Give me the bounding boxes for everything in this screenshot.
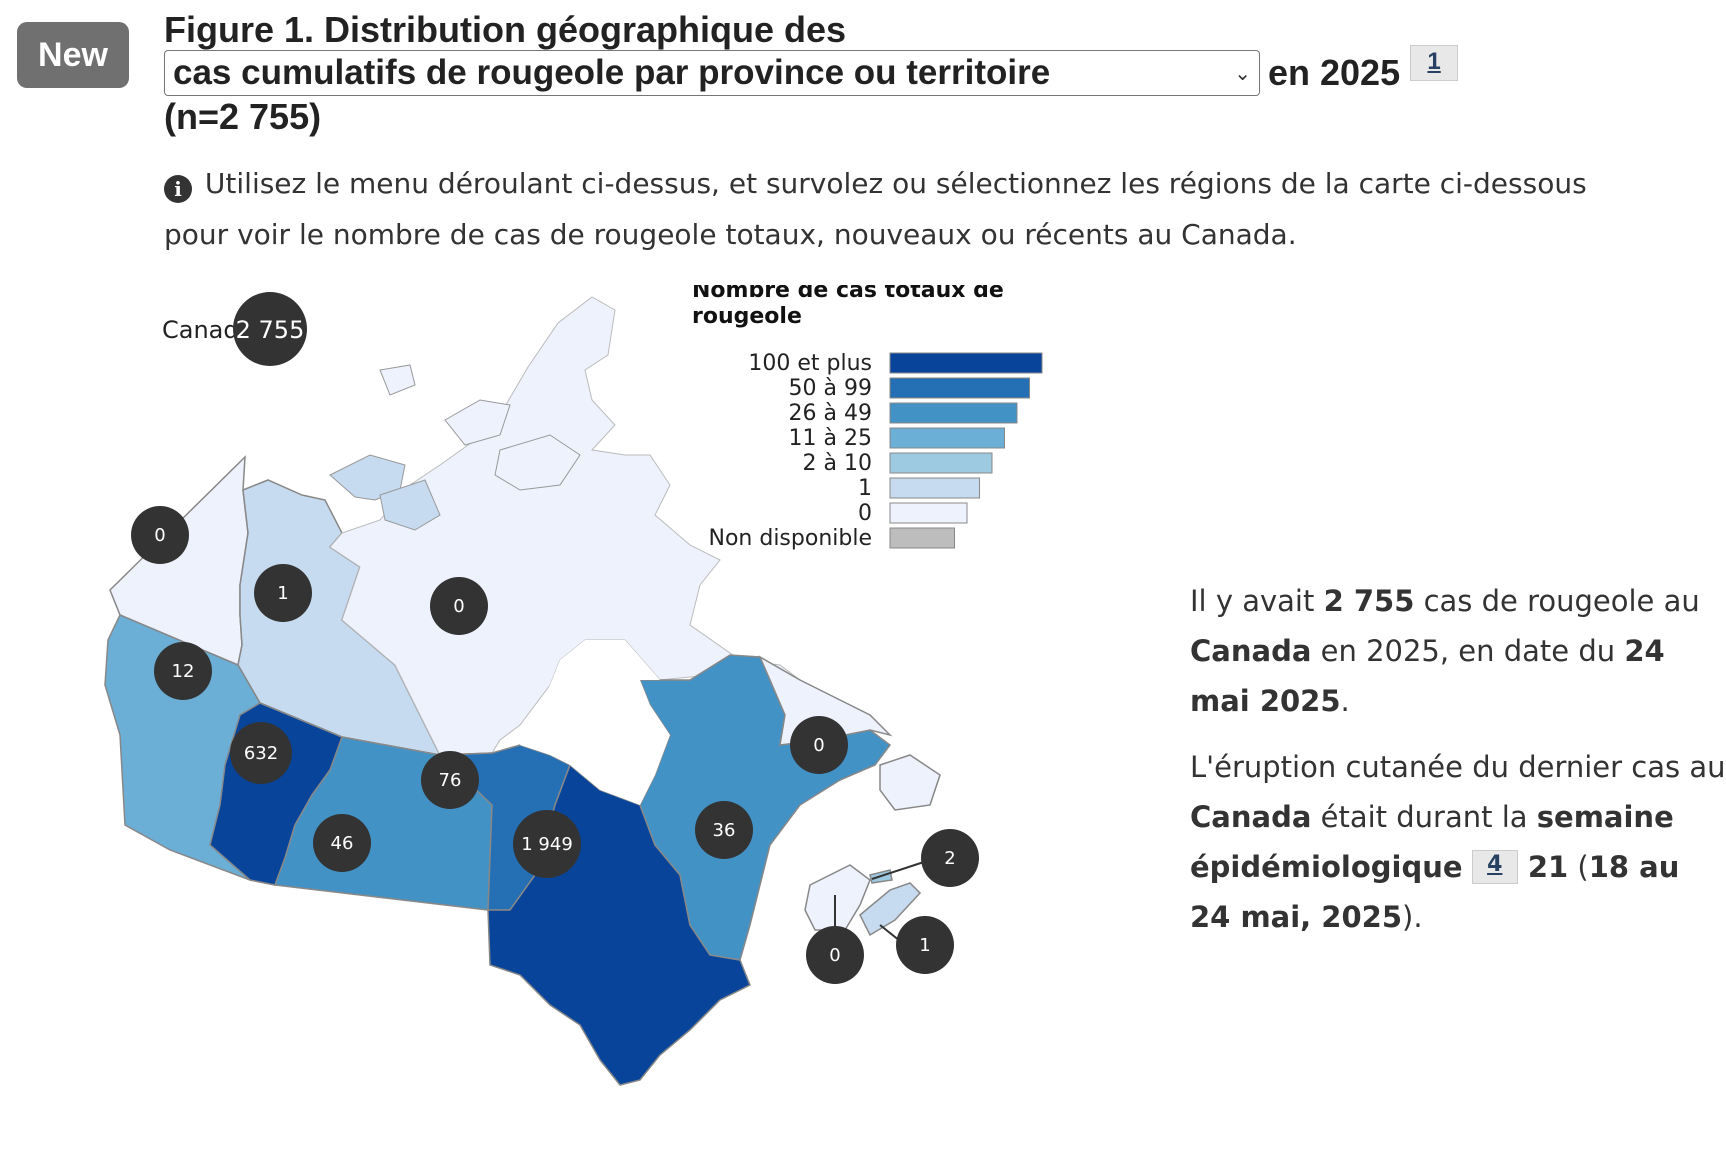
chevron-down-icon: ⌄ <box>1234 62 1251 85</box>
summary-text: Il y avait <box>1190 584 1324 618</box>
bubble-count-yt: 0 <box>154 525 165 546</box>
bubble-qc[interactable] <box>695 801 753 859</box>
arctic-island <box>379 479 441 531</box>
bubble-ns[interactable] <box>896 916 954 974</box>
legend-label: 26 à 49 <box>789 401 872 426</box>
bubble-count-ns: 1 <box>919 935 930 956</box>
legend-label: 2 à 10 <box>803 451 872 476</box>
legend-swatch <box>889 502 968 524</box>
region-bubbles: 0 1 0 12 632 46 76 1 949 36 0 2 1 0 <box>131 506 979 984</box>
legend-label: 1 <box>858 476 872 501</box>
bubble-count-bc: 12 <box>172 661 195 682</box>
summary-text: L'éruption cutanée du dernier cas au <box>1190 750 1726 784</box>
legend-title-line2: rougeole <box>692 304 802 329</box>
new-badge: New <box>17 22 129 88</box>
legend-swatch <box>889 477 980 499</box>
summary-country: Canada <box>1190 634 1312 668</box>
bubble-count-on: 1 949 <box>521 834 573 855</box>
legend-label: 100 et plus <box>748 351 872 376</box>
arctic-island <box>444 399 511 446</box>
legend-label: 11 à 25 <box>789 426 872 451</box>
bubble-nl[interactable] <box>790 716 848 774</box>
summary-total: 2 755 <box>1323 584 1415 618</box>
instructions: i Utilisez le menu déroulant ci-dessus, … <box>164 158 1634 260</box>
bubble-nb[interactable] <box>806 926 864 984</box>
canada-total-value: 2 755 <box>236 316 305 344</box>
region-newfoundland-labrador[interactable] <box>758 655 941 811</box>
instructions-text: Utilisez le menu déroulant ci-dessus, et… <box>164 167 1587 251</box>
summary: Il y avait 2 755 cas de rougeole au Cana… <box>1190 576 1726 958</box>
bubble-ab[interactable] <box>230 722 292 784</box>
summary-epi-week: 21 <box>1517 850 1569 884</box>
summary-text: . <box>1340 684 1350 718</box>
summary-text: cas de rougeole au <box>1414 584 1700 618</box>
bubble-count-nl: 0 <box>813 735 824 756</box>
arctic-island <box>494 434 581 491</box>
legend-swatch <box>889 452 993 474</box>
canada-map: Canada 2 755 Nombre de cas totaux de rou… <box>104 285 1043 1086</box>
arctic-island <box>379 364 416 396</box>
figure-title-line2: cas cumulatifs de rougeole par province … <box>164 45 1459 96</box>
bubble-nu[interactable] <box>430 577 488 635</box>
leader-line-pe <box>871 859 931 880</box>
legend-swatch <box>889 427 1005 449</box>
summary-text: était durant la <box>1311 800 1537 834</box>
bubble-count-ab: 632 <box>244 743 278 764</box>
legend-swatch <box>889 352 1043 374</box>
bubble-nt[interactable] <box>254 564 312 622</box>
bubble-count-mb: 76 <box>439 770 462 791</box>
summary-text: ). <box>1402 900 1423 934</box>
bubble-pe[interactable] <box>921 829 979 887</box>
legend-label: 0 <box>858 501 872 526</box>
legend-swatch <box>889 377 1030 399</box>
legend-label: 50 à 99 <box>789 376 872 401</box>
legend-swatch <box>889 402 1018 424</box>
bubble-count-nu: 0 <box>453 596 464 617</box>
bubble-count-sk: 46 <box>331 833 354 854</box>
info-icon: i <box>164 175 192 203</box>
summary-week-dates: 18 au 24 mai, 2025 <box>1190 850 1680 934</box>
legend-title-line1: Nombre de cas totaux de <box>692 285 1004 303</box>
bubble-on[interactable] <box>513 810 581 878</box>
title-year: en 2025 <box>1268 52 1401 93</box>
bubble-count-pe: 2 <box>944 848 955 869</box>
bubble-sk[interactable] <box>313 814 371 872</box>
region-nova-scotia[interactable] <box>859 882 922 937</box>
figure-title-line1: Figure 1. Distribution géographique des <box>164 9 847 50</box>
summary-paragraph-1: Il y avait 2 755 cas de rougeole au Cana… <box>1190 576 1726 726</box>
summary-epi-week-label: semaine épidémiologique <box>1190 800 1674 884</box>
legend: Nombre de cas totaux de rougeole 100 et … <box>692 285 1043 551</box>
summary-text: en 2025, en date du <box>1311 634 1625 668</box>
measure-select[interactable]: cas cumulatifs de rougeole par province … <box>164 50 1260 96</box>
footnote-link-4[interactable]: 4 <box>1471 850 1518 884</box>
bubble-count-qc: 36 <box>713 820 736 841</box>
bubble-bc[interactable] <box>154 642 212 700</box>
bubble-count-nb: 0 <box>829 945 840 966</box>
summary-date: 24 mai 2025 <box>1190 634 1665 718</box>
measure-select-value: cas cumulatifs de rougeole par province … <box>173 53 1051 92</box>
legend-swatch <box>889 527 955 549</box>
bubble-count-nt: 1 <box>277 583 288 604</box>
bubble-yt[interactable] <box>131 506 189 564</box>
hudson-bay <box>520 640 670 805</box>
summary-paragraph-2: L'éruption cutanée du dernier cas au Can… <box>1190 742 1726 942</box>
canada-total-bubble <box>233 292 307 366</box>
footnote-link-1[interactable]: 1 <box>1410 45 1459 81</box>
legend-label: Non disponible <box>709 526 873 551</box>
summary-text: ( <box>1568 850 1589 884</box>
figure-n: (n=2 755) <box>164 96 322 137</box>
summary-country: Canada <box>1190 800 1312 834</box>
region-new-brunswick[interactable] <box>804 864 871 931</box>
bubble-mb[interactable] <box>421 751 479 809</box>
